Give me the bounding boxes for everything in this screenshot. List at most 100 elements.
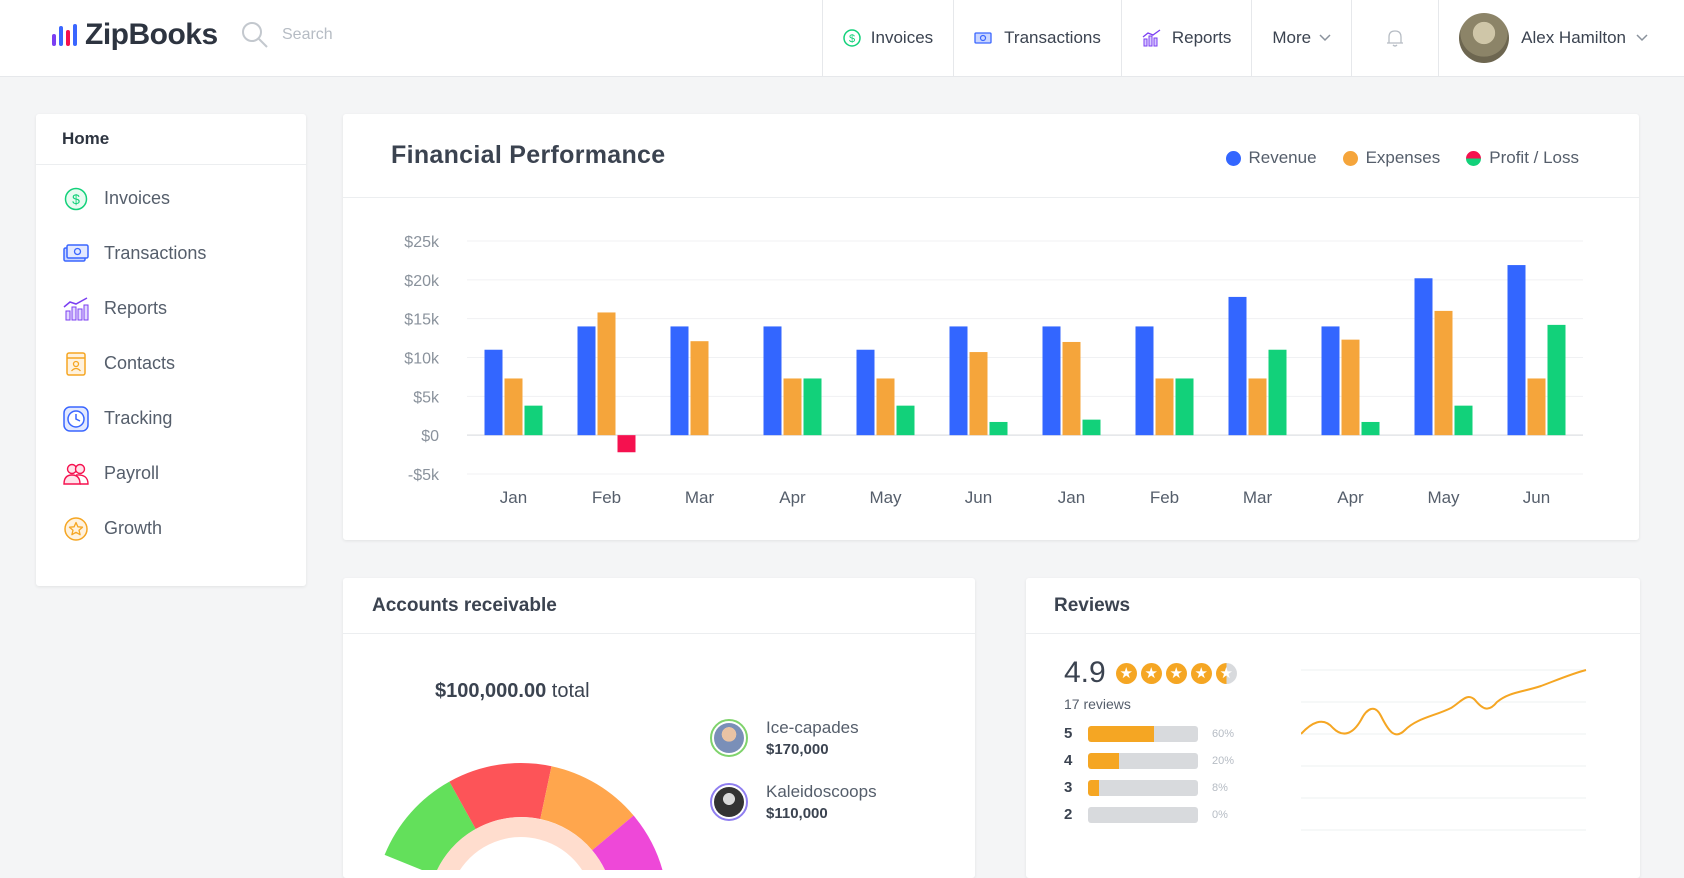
donut-inner-ring bbox=[437, 817, 605, 870]
profit-loss-bar[interactable] bbox=[1268, 349, 1287, 436]
nav-more-label: More bbox=[1272, 28, 1312, 47]
expenses-bar[interactable] bbox=[690, 341, 709, 436]
star-icon: ★ bbox=[1190, 662, 1212, 684]
expenses-bar[interactable] bbox=[1527, 378, 1546, 436]
profit-loss-bar[interactable] bbox=[989, 421, 1008, 436]
revenue-bar[interactable] bbox=[1414, 278, 1433, 436]
revenue-bar[interactable] bbox=[1321, 326, 1340, 436]
review-count: 17 reviews bbox=[1064, 696, 1131, 712]
financial-performance-card: Financial Performance Revenue Expenses P… bbox=[343, 114, 1639, 540]
revenue-bar[interactable] bbox=[484, 349, 503, 436]
user-name: Alex Hamilton bbox=[1521, 28, 1626, 47]
people-icon bbox=[62, 460, 90, 488]
rating-bar: 2 0% bbox=[1064, 806, 1228, 823]
rating-fill bbox=[1088, 725, 1154, 742]
app-name: ZipBooks bbox=[85, 18, 218, 51]
customer-amount: $170,000 bbox=[766, 741, 829, 758]
expenses-bar[interactable] bbox=[969, 352, 988, 436]
sidebar-item-invoices[interactable]: $ Invoices bbox=[36, 171, 306, 226]
score-value: 4.9 bbox=[1064, 656, 1106, 689]
profit-loss-bar[interactable] bbox=[896, 405, 915, 436]
nav-reports[interactable]: Reports bbox=[1120, 0, 1252, 76]
sidebar-item-home[interactable]: Home bbox=[36, 114, 306, 165]
notifications-button[interactable] bbox=[1351, 0, 1438, 76]
donut-segment bbox=[592, 815, 663, 870]
revenue-bar[interactable] bbox=[1135, 326, 1154, 436]
total-word: total bbox=[551, 680, 590, 702]
y-tick-label: $0 bbox=[421, 428, 439, 445]
chart-icon bbox=[62, 295, 90, 323]
star-half-icon: ★ bbox=[1215, 662, 1237, 684]
revenue-bar[interactable] bbox=[1042, 326, 1061, 436]
customer-name: Kaleidoscoops bbox=[766, 782, 877, 801]
legend-expenses[interactable]: Expenses bbox=[1342, 148, 1440, 168]
review-score: 4.9 ★ ★ ★ ★ ★ bbox=[1064, 656, 1237, 690]
review-trend-sparkline bbox=[1301, 669, 1587, 831]
profit-loss-bar[interactable] bbox=[617, 435, 636, 453]
x-tick-label: Mar bbox=[1243, 488, 1273, 507]
x-tick-label: Feb bbox=[1150, 488, 1179, 507]
expenses-bar[interactable] bbox=[1248, 378, 1267, 436]
sidebar-item-reports[interactable]: Reports bbox=[36, 281, 306, 336]
bell-icon bbox=[1387, 30, 1404, 47]
nav-invoices[interactable]: $ Invoices bbox=[821, 0, 953, 76]
donut-segment bbox=[449, 762, 552, 829]
expenses-bar[interactable] bbox=[1341, 339, 1360, 436]
legend-profit-loss[interactable]: Profit / Loss bbox=[1466, 148, 1579, 168]
profit-loss-bar[interactable] bbox=[1082, 419, 1101, 436]
revenue-bar[interactable] bbox=[670, 326, 689, 436]
customer-item[interactable]: Kaleidoscoops $110,000 bbox=[710, 782, 877, 822]
sidebar-item-payroll[interactable]: Payroll bbox=[36, 446, 306, 501]
expenses-bar[interactable] bbox=[783, 378, 802, 436]
sidebar-item-tracking[interactable]: Tracking bbox=[36, 391, 306, 446]
dollar-circle-icon: $ bbox=[62, 185, 90, 213]
card-title: Financial Performance bbox=[391, 141, 666, 169]
revenue-bar[interactable] bbox=[1507, 265, 1526, 436]
sidebar-item-label: Invoices bbox=[104, 188, 171, 208]
reviews-card: Reviews 4.9 ★ ★ ★ ★ ★ 17 reviews 5 60% 4… bbox=[1026, 578, 1640, 878]
rating-track bbox=[1088, 752, 1198, 769]
nav-transactions[interactable]: Transactions bbox=[953, 0, 1121, 76]
legend-revenue[interactable]: Revenue bbox=[1225, 148, 1317, 168]
financial-bar-chart: $25k $20k $15k $10k $5k $0 -$5k Jan Feb Mar Apr May… bbox=[404, 234, 1583, 507]
profit-loss-bar[interactable] bbox=[1454, 405, 1473, 436]
star-circle-icon bbox=[62, 515, 90, 543]
sidebar-item-label: Growth bbox=[104, 518, 163, 538]
revenue-bar[interactable] bbox=[763, 326, 782, 436]
legend-label: Profit / Loss bbox=[1489, 148, 1579, 167]
revenue-bar[interactable] bbox=[949, 326, 968, 436]
profit-loss-bar[interactable] bbox=[1547, 324, 1566, 436]
rating-track bbox=[1088, 806, 1198, 823]
revenue-bar[interactable] bbox=[1228, 296, 1247, 436]
sidebar-item-growth[interactable]: Growth bbox=[36, 501, 306, 556]
y-tick-label: $15k bbox=[404, 312, 440, 329]
rating-stars: 2 bbox=[1064, 806, 1073, 823]
expenses-bar[interactable] bbox=[1155, 378, 1174, 436]
total-amount: $100,000.00 bbox=[435, 680, 547, 702]
card-title: Accounts receivable bbox=[343, 578, 975, 634]
revenue-bar[interactable] bbox=[856, 349, 875, 436]
expenses-bar[interactable] bbox=[597, 312, 616, 436]
expenses-bar[interactable] bbox=[504, 378, 523, 436]
profit-loss-bar[interactable] bbox=[524, 405, 543, 436]
search-box[interactable]: Search bbox=[240, 20, 333, 50]
profit-loss-bar[interactable] bbox=[1175, 378, 1194, 436]
sidebar-item-label: Payroll bbox=[104, 463, 160, 483]
card-title: Reviews bbox=[1026, 578, 1640, 634]
top-bar: ZipBooks Search $ Invoices Transactions … bbox=[0, 0, 1684, 77]
rating-bar: 4 20% bbox=[1064, 752, 1234, 769]
expenses-bar[interactable] bbox=[876, 378, 895, 436]
zipbooks-logo[interactable]: ZipBooks bbox=[52, 18, 218, 52]
profit-loss-bar[interactable] bbox=[1361, 421, 1380, 436]
user-menu[interactable]: Alex Hamilton bbox=[1438, 0, 1684, 76]
profit-loss-bar[interactable] bbox=[803, 378, 822, 436]
sidebar: Home $ Invoices Transactions Reports Con… bbox=[36, 114, 306, 586]
sidebar-item-transactions[interactable]: Transactions bbox=[36, 226, 306, 281]
revenue-bar[interactable] bbox=[577, 326, 596, 436]
sidebar-item-label: Contacts bbox=[104, 353, 176, 373]
expenses-bar[interactable] bbox=[1062, 341, 1081, 436]
customer-item[interactable]: Ice-capades $170,000 bbox=[710, 718, 859, 758]
nav-more[interactable]: More bbox=[1251, 0, 1351, 76]
sidebar-item-contacts[interactable]: Contacts bbox=[36, 336, 306, 391]
expenses-bar[interactable] bbox=[1434, 310, 1453, 436]
